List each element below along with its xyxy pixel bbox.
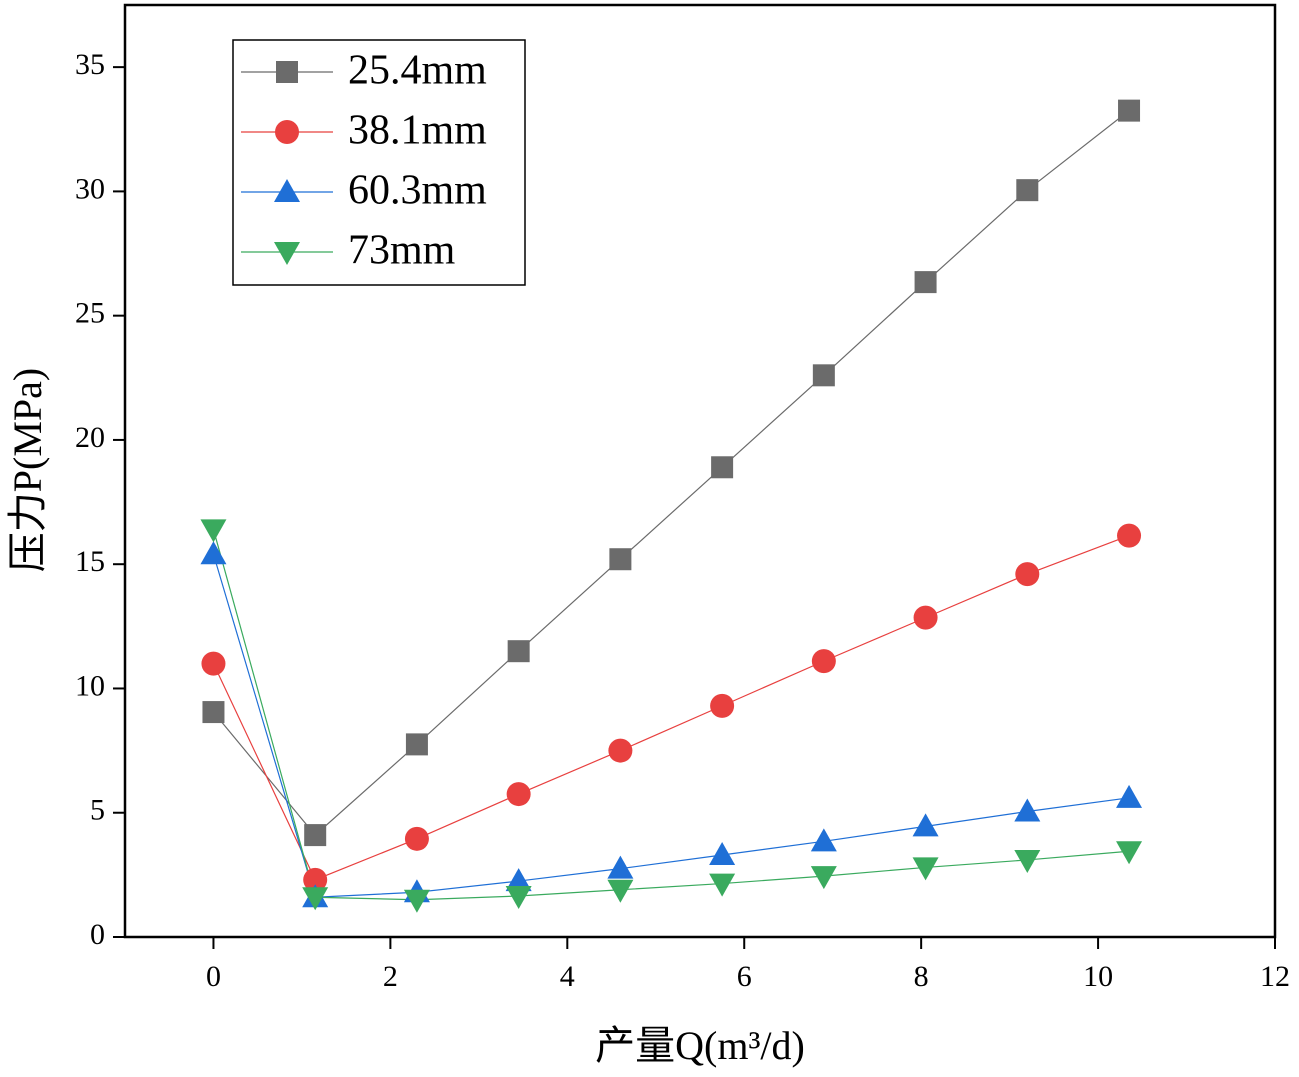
- y-tick-label: 5: [90, 794, 105, 827]
- series-line: [212, 554, 1130, 898]
- marker: [812, 364, 835, 387]
- marker: [200, 519, 227, 543]
- x-axis-title: 产量Q(m³/d): [595, 1023, 805, 1068]
- marker: [710, 693, 735, 718]
- series-line: [212, 110, 1130, 836]
- marker: [403, 889, 430, 913]
- y-tick-label: 20: [75, 421, 105, 454]
- y-axis-title: 压力P(MPa): [5, 368, 50, 572]
- marker: [810, 828, 837, 852]
- series-line: [212, 535, 1130, 881]
- marker: [1014, 798, 1041, 822]
- marker: [404, 826, 429, 851]
- legend-label: 25.4mm: [348, 48, 487, 94]
- marker: [912, 857, 939, 881]
- marker: [202, 701, 225, 724]
- marker: [507, 640, 530, 663]
- y-tick-label: 0: [90, 918, 105, 951]
- x-tick-label: 4: [560, 960, 575, 993]
- marker: [1015, 562, 1040, 587]
- marker: [304, 824, 327, 847]
- marker: [1116, 784, 1143, 808]
- marker: [608, 738, 633, 763]
- marker: [303, 867, 328, 892]
- marker: [609, 548, 632, 571]
- marker: [1014, 849, 1041, 873]
- x-tick-label: 2: [383, 960, 398, 993]
- marker: [1117, 523, 1142, 548]
- marker: [913, 605, 938, 630]
- marker: [201, 651, 226, 676]
- marker: [405, 733, 428, 756]
- marker: [810, 866, 837, 890]
- marker: [711, 456, 734, 479]
- marker: [274, 179, 300, 202]
- x-tick-label: 0: [206, 960, 221, 993]
- marker: [276, 61, 298, 83]
- marker: [275, 120, 299, 144]
- y-tick-label: 10: [75, 669, 105, 702]
- marker: [274, 242, 300, 265]
- marker: [914, 271, 937, 294]
- x-tick-label: 10: [1083, 960, 1113, 993]
- marker: [1118, 99, 1141, 122]
- marker: [506, 782, 531, 807]
- marker: [607, 879, 634, 903]
- legend-label: 38.1mm: [348, 108, 487, 154]
- y-tick-label: 15: [75, 545, 105, 578]
- marker: [505, 868, 532, 892]
- x-tick-label: 6: [737, 960, 752, 993]
- marker: [811, 649, 836, 674]
- marker: [709, 873, 736, 897]
- x-tick-label: 12: [1260, 960, 1290, 993]
- marker: [302, 887, 329, 911]
- marker: [1016, 179, 1039, 202]
- marker: [1116, 841, 1143, 865]
- series-line: [212, 529, 1130, 901]
- x-tick-label: 8: [914, 960, 929, 993]
- y-tick-label: 30: [75, 172, 105, 205]
- marker: [912, 813, 939, 837]
- marker: [200, 541, 227, 565]
- plot-frame: [123, 3, 1277, 939]
- legend-label: 60.3mm: [348, 168, 487, 214]
- legend-label: 73mm: [348, 228, 456, 274]
- y-tick-label: 25: [75, 297, 105, 330]
- marker: [505, 885, 532, 909]
- marker: [709, 841, 736, 865]
- y-tick-label: 35: [75, 48, 105, 81]
- marker: [607, 855, 634, 879]
